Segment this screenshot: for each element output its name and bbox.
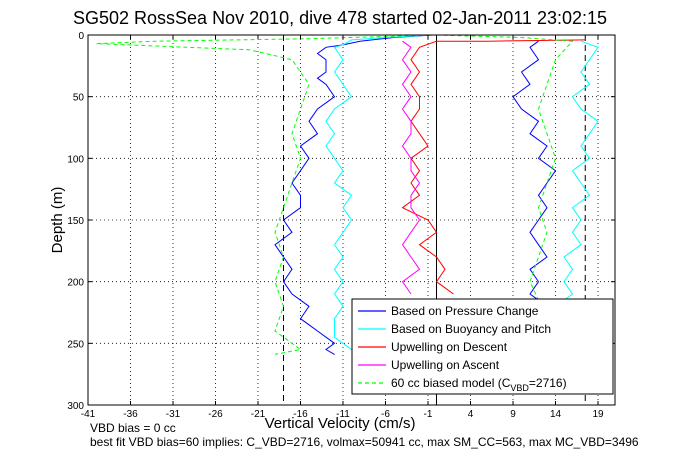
x-tick-label: -36 — [123, 409, 138, 420]
legend-label: 60 cc biased model (CVBD=2716) — [391, 376, 567, 393]
series-line-1 — [563, 40, 599, 301]
x-tick-label: 9 — [510, 409, 516, 420]
series-line-2 — [436, 39, 586, 42]
legend-label: Upwelling on Ascent — [391, 358, 500, 372]
y-tick-label: 150 — [67, 216, 84, 227]
x-axis-ticks: -41 -36 -31 -26 -21 -16 -11 -6 -1 4 9 14 19 — [81, 35, 604, 420]
series-line-2 — [401, 40, 454, 295]
x-tick-label: -16 — [293, 409, 308, 420]
legend-label-text: Upwelling on Descent — [391, 340, 508, 354]
legend-label: Upwelling on Descent — [391, 340, 508, 354]
vbd-bias-note: VBD bias = 0 cc — [90, 421, 176, 435]
legend-label-text: Upwelling on Ascent — [391, 358, 500, 372]
series-line-1 — [325, 35, 433, 357]
x-tick-label: -6 — [381, 409, 390, 420]
y-axis-ticks: 0 50 100 150 200 250 300 — [67, 31, 615, 412]
legend-label-text: 60 cc biased model (C — [391, 376, 511, 390]
series-line-0 — [512, 40, 557, 301]
legend-label-text: Based on Buoyancy and Pitch — [391, 322, 551, 336]
legend-label-text: Based on Pressure Change — [391, 304, 539, 318]
x-tick-label: 19 — [592, 409, 604, 420]
x-tick-label: -1 — [424, 409, 433, 420]
x-tick-label: -41 — [81, 409, 96, 420]
y-axis-label: Depth (m) — [49, 187, 66, 254]
series-line-3 — [401, 40, 421, 295]
series-lines — [96, 35, 599, 357]
series-line-4 — [436, 35, 574, 301]
x-tick-label: 4 — [468, 409, 474, 420]
chart-title: SG502 RossSea Nov 2010, dive 478 started… — [73, 8, 607, 28]
best-fit-note: best fit VBD bias=60 implies: C_VBD=2716… — [90, 435, 639, 449]
x-tick-label: -11 — [336, 409, 350, 420]
y-tick-label: 250 — [67, 339, 84, 350]
y-tick-label: 200 — [67, 278, 84, 289]
legend-label-subscript: VBD — [510, 383, 529, 393]
legend-label: Based on Buoyancy and Pitch — [391, 322, 551, 336]
x-axis-label: Vertical Velocity (cm/s) — [265, 415, 416, 432]
x-tick-label: -21 — [251, 409, 266, 420]
x-tick-label: -31 — [166, 409, 181, 420]
y-tick-label: 0 — [78, 31, 84, 42]
y-tick-label: 300 — [67, 401, 84, 412]
y-tick-label: 50 — [73, 93, 85, 104]
legend-box — [351, 298, 614, 395]
legend-label: Based on Pressure Change — [391, 304, 539, 318]
legend: Based on Pressure Change Based on Buoyanc… — [351, 298, 614, 395]
y-tick-label: 100 — [67, 154, 84, 165]
series-line-4 — [96, 35, 437, 355]
legend-label-suffix: =2716) — [529, 376, 567, 390]
x-tick-label: 14 — [550, 409, 562, 420]
x-tick-label: -26 — [208, 409, 223, 420]
series-line-0 — [274, 35, 433, 355]
